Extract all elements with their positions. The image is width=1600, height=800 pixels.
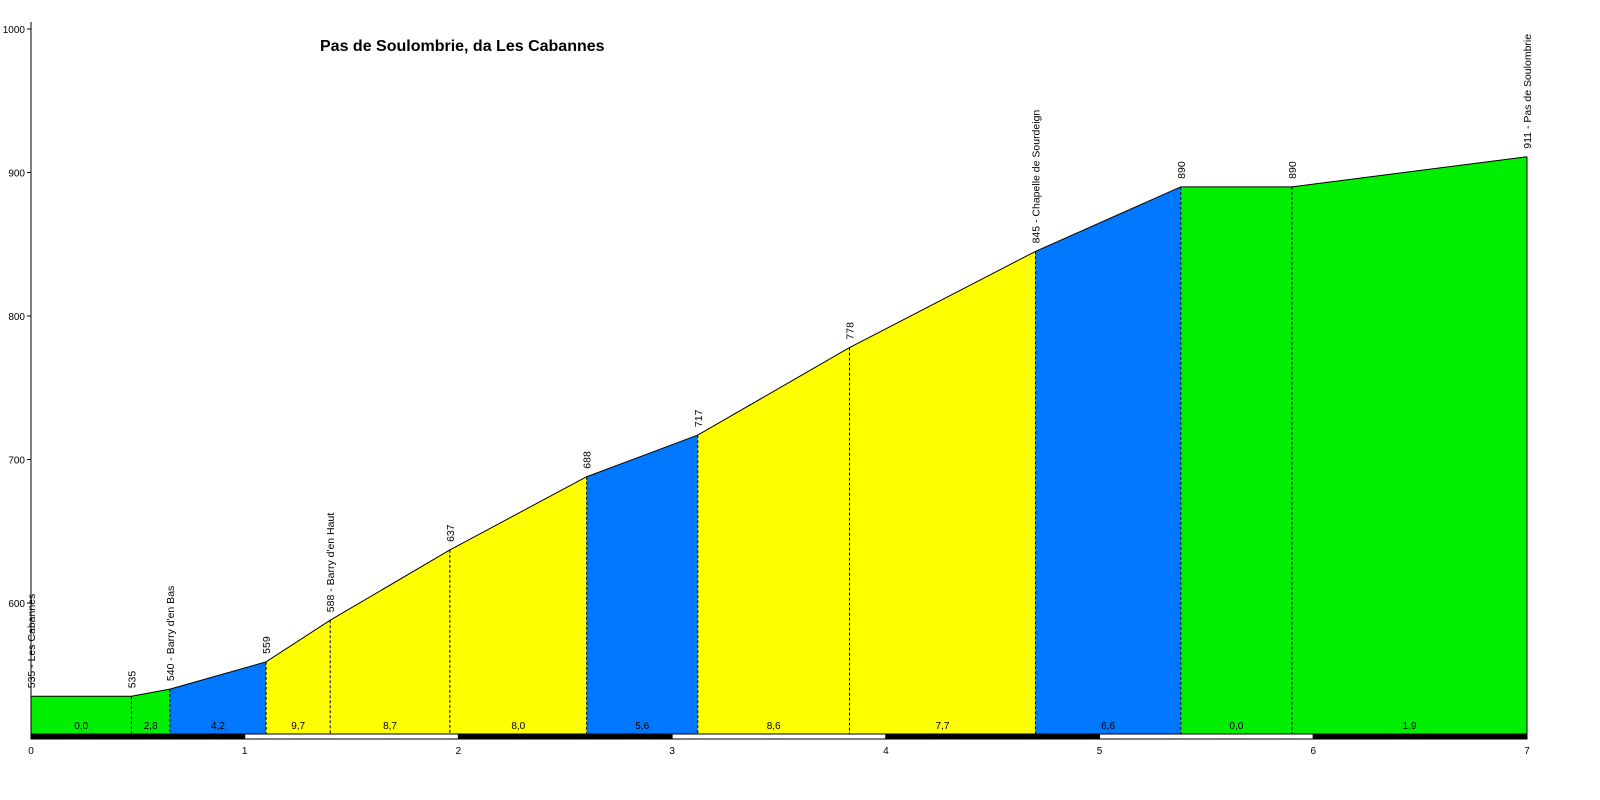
gradient-label-5: 8,7 [383,721,397,732]
y-tick-label-700: 700 [8,456,25,467]
point-labels: 535 - Les Cabannes 535 540 - Barry d'en Ba… [26,34,1534,689]
x-tick-label-0: 0 [28,746,34,757]
x-tick-label-2: 2 [456,746,462,757]
gradient-label-3: 4,2 [211,721,225,732]
x-tick-label-7: 7 [1524,746,1530,757]
profile-areas [31,156,1527,735]
distance-bar-km-1 [30,733,246,740]
point-label-6: 637 [445,524,457,542]
x-tick-label-6: 6 [1311,746,1317,757]
point-label-11: 890 [1176,161,1188,179]
segment-area-5 [330,549,450,734]
profile-line [31,156,1528,697]
point-label-4: 559 [261,636,273,654]
y-tick-label-1000: 1000 [3,25,26,36]
segment-area-1 [31,696,132,734]
y-tick-label-900: 900 [8,169,25,180]
segment-area-7 [586,435,698,734]
point-label-13: 911 - Pas de Soulombrie [1522,34,1534,149]
y-tick-label-600: 600 [8,599,25,610]
distance-bar-km-6 [1099,733,1314,740]
x-tick-label-3: 3 [669,746,675,757]
gradient-label-4: 9,7 [291,721,305,732]
segment-area-6 [449,476,587,734]
segment-area-8 [697,347,850,734]
chart-title: Pas de Soulombrie, da Les Cabannes [320,38,605,55]
distance-bar-km-4 [671,733,887,740]
axes: 600 700 800 900 1000 0 1 2 3 4 5 6 7 [3,22,1530,757]
gradient-label-12: 1,9 [1403,721,1417,732]
x-tick-label-1: 1 [242,746,248,757]
segment-area-11 [1180,186,1292,735]
segment-area-10 [1035,186,1181,735]
gradient-label-10: 6,6 [1101,721,1115,732]
point-label-10: 845 - Chapelle de Sourdeign [1030,110,1042,244]
distance-bar-km-5 [885,733,1101,740]
gradient-label-6: 8,0 [511,721,525,732]
point-label-12: 890 [1287,161,1299,179]
gradient-label-8: 8,6 [767,721,781,732]
point-label-1: 535 - Les Cabannes [26,594,38,689]
segment-area-4 [266,620,331,734]
x-tick-label-4: 4 [883,746,889,757]
gradient-label-9: 7,7 [936,721,950,732]
point-label-3: 540 - Barry d'en Bas [165,586,177,681]
segment-area-3 [169,661,267,734]
point-label-7: 688 [582,451,594,469]
gradient-label-2: 2,8 [144,721,158,732]
gradient-label-7: 5,6 [635,721,649,732]
gradient-labels: 0,0 2,8 4,2 9,7 8,7 8,0 5,6 8,6 7,7 6,6 0,0 1,9 [74,721,1417,732]
distance-bar-km-2 [244,733,459,740]
distance-bar-km-3 [457,733,673,740]
segment-area-9 [849,251,1036,735]
segment-area-2 [131,689,170,734]
x-tick-label-5: 5 [1097,746,1103,757]
segment-dividers [130,156,1528,734]
profile-outline [31,156,1528,697]
point-label-8: 717 [693,409,705,427]
point-label-2: 535 [126,671,138,689]
segment-area-12 [1291,156,1527,735]
distance-bar [30,733,1528,740]
point-label-5: 588 - Barry d'en Haut [325,513,337,613]
y-tick-label-800: 800 [8,312,25,323]
point-label-9: 778 [845,322,857,340]
distance-bar-km-7 [1312,733,1528,740]
gradient-label-11: 0,0 [1229,721,1243,732]
gradient-label-1: 0,0 [74,721,88,732]
